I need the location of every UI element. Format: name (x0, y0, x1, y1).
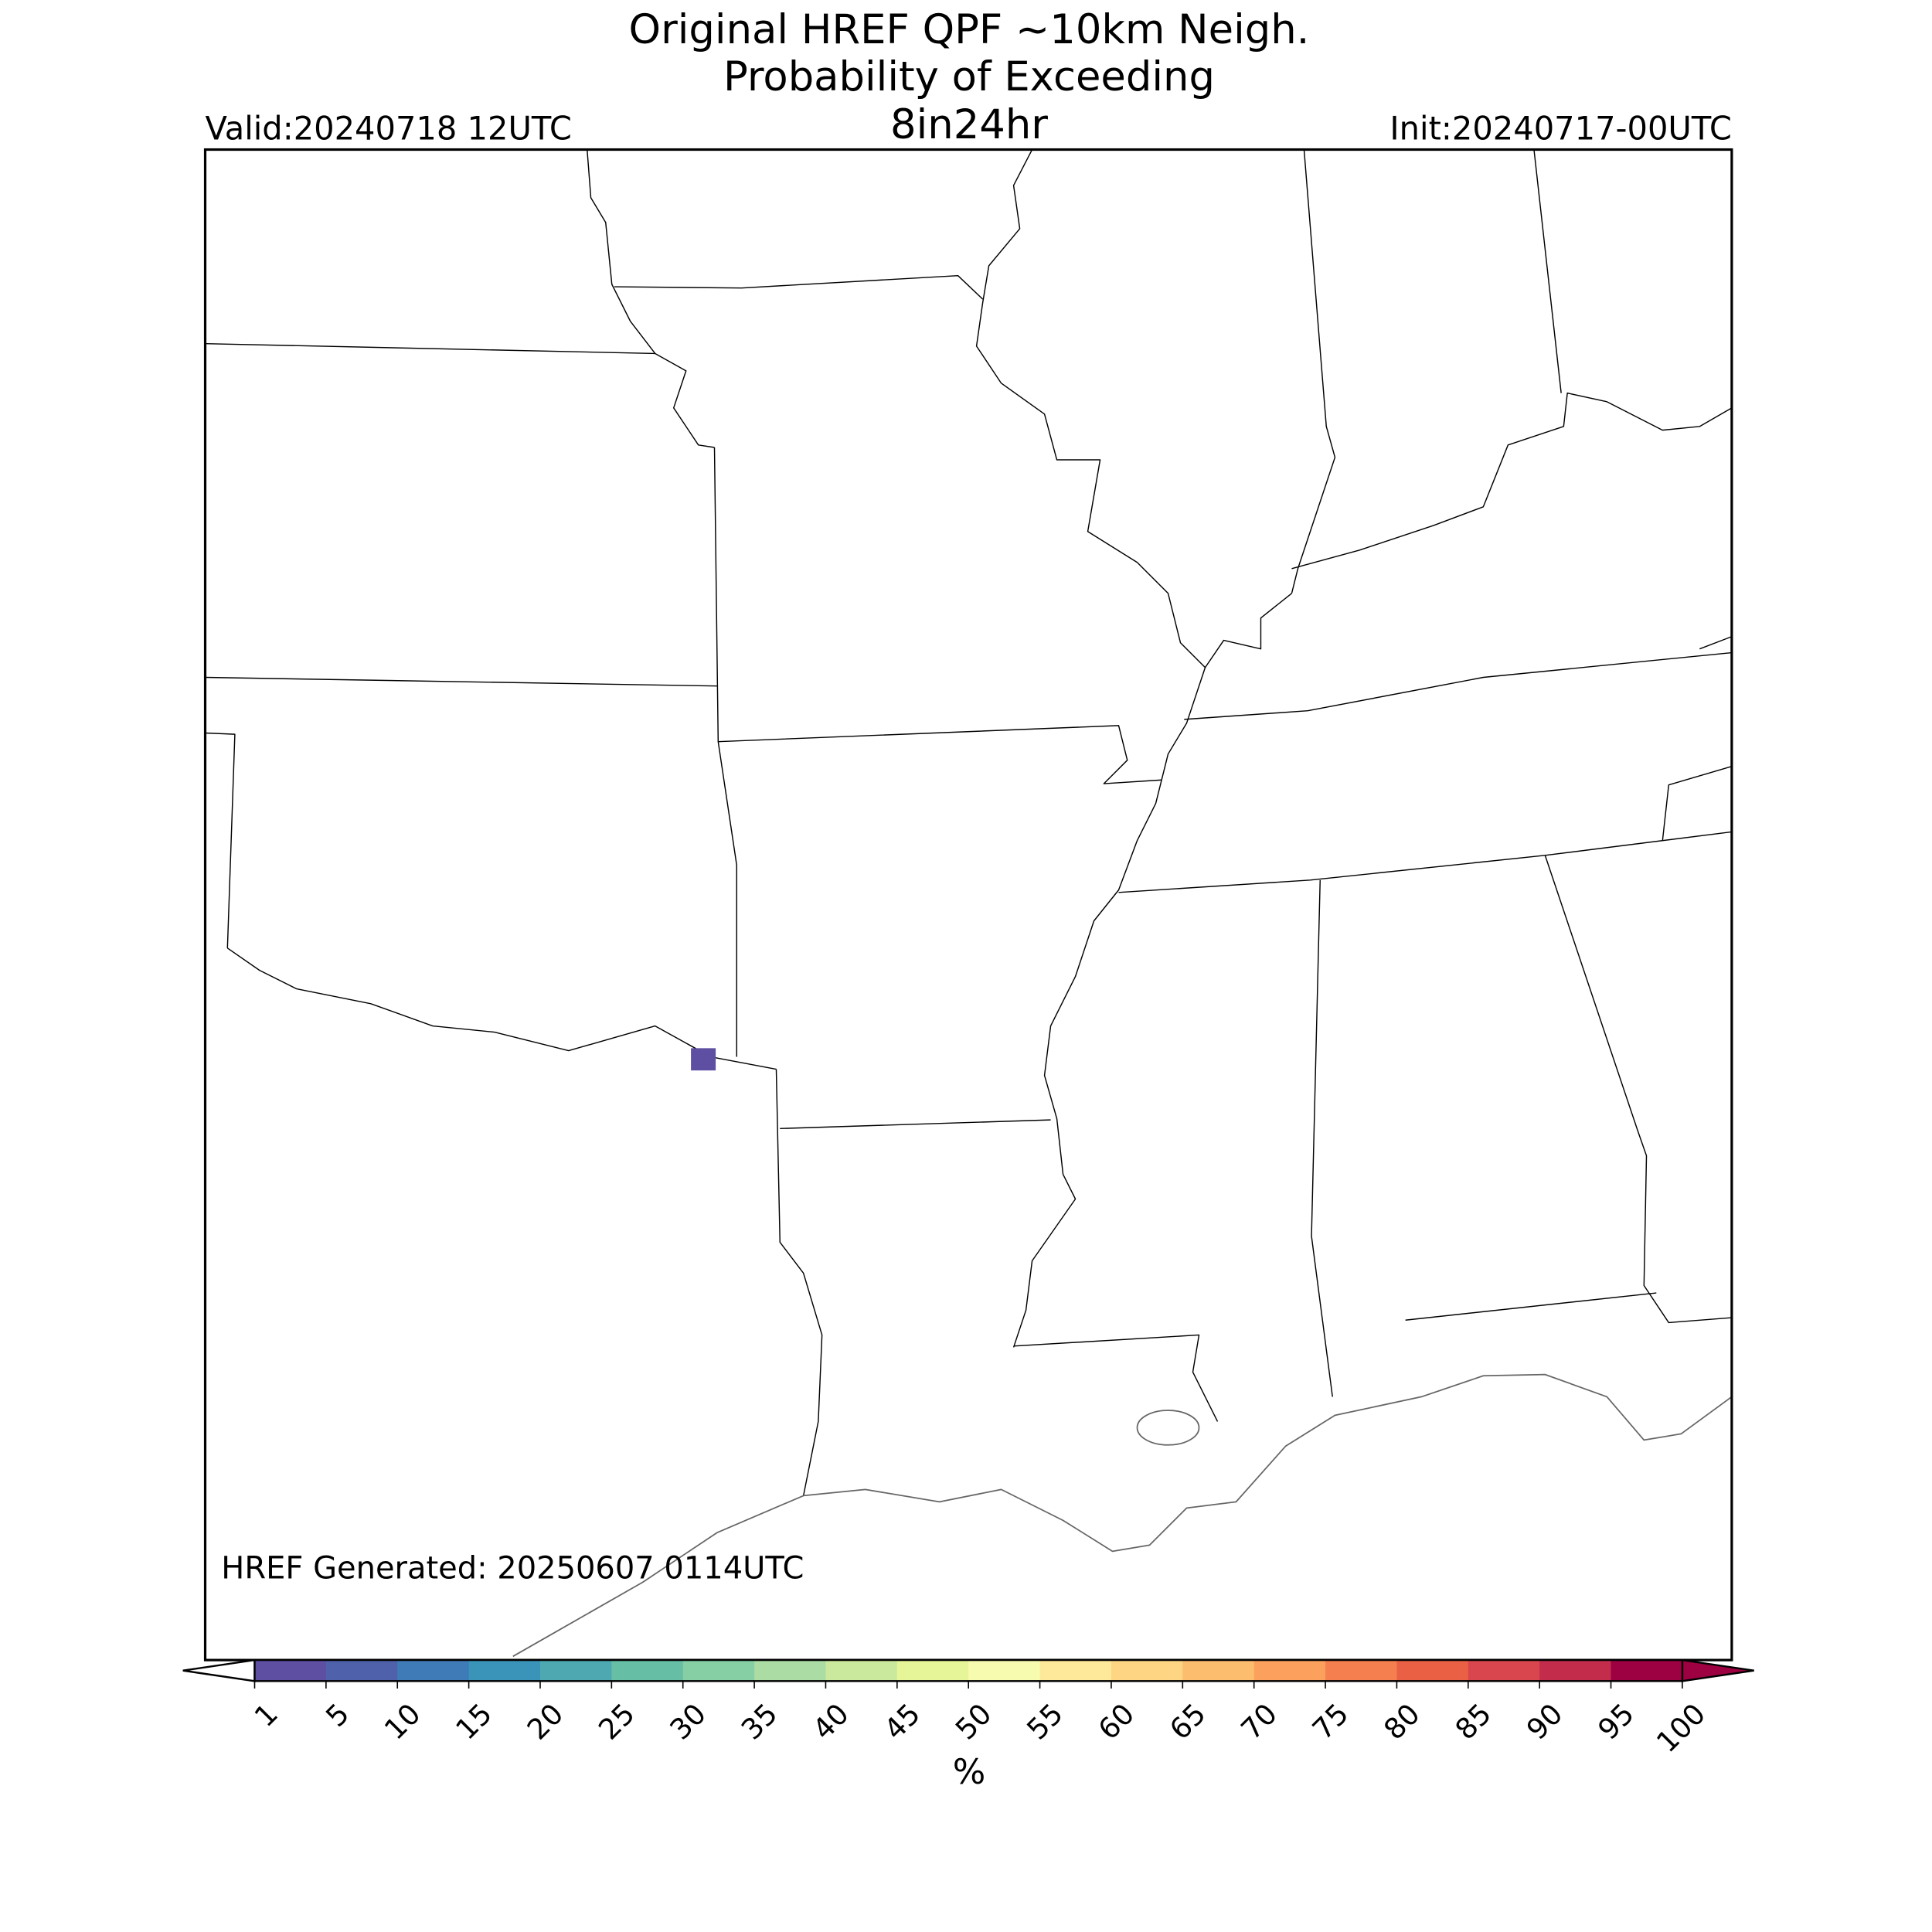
colorbar-tick-label: 1 (248, 1697, 284, 1733)
generated-note: HREF Generated: 20250607 0114UTC (221, 1551, 804, 1587)
colorbar-tick-label: 55 (1020, 1697, 1069, 1746)
valid-time: Valid:20240718 12UTC (206, 110, 572, 148)
colorbar-segment (1396, 1660, 1469, 1682)
title-line: 8in24hr (890, 101, 1048, 148)
colorbar-segment (397, 1660, 470, 1682)
colorbar-segment (1111, 1660, 1184, 1682)
colorbar-segment (1182, 1660, 1255, 1682)
colorbar-tick-label: 5 (319, 1697, 355, 1733)
init-time: Init:20240717-00UTC (1389, 110, 1731, 148)
state-borders (205, 149, 1733, 1496)
colorbar-segment (325, 1660, 399, 1682)
colorbar-segment (539, 1660, 613, 1682)
colorbar-segment (254, 1660, 327, 1682)
colorbar-over (1681, 1658, 1754, 1682)
colorbar-tick-label: 25 (592, 1697, 641, 1746)
colorbar-segment (754, 1660, 827, 1682)
colorbar-segment (1253, 1660, 1326, 1682)
title-line: Original HREF QPF ~10km Neigh. (629, 6, 1310, 53)
colorbar-segment (1468, 1660, 1540, 1682)
colorbar-under (182, 1658, 256, 1682)
colorbar-tick-label: 45 (878, 1697, 927, 1746)
colorbar-label: % (953, 1751, 986, 1792)
colorbar-segment (1611, 1660, 1683, 1682)
colorbar-tick-label: 35 (735, 1697, 784, 1746)
colorbar-tick-label: 65 (1163, 1697, 1212, 1746)
colorbar-tick-label: 50 (949, 1697, 998, 1746)
colorbar-tick-label: 90 (1520, 1697, 1569, 1746)
colorbar-tick-label: 10 (378, 1697, 427, 1746)
colorbar-tick-label: 70 (1235, 1697, 1284, 1746)
colorbar-tick-label: 15 (450, 1697, 498, 1746)
colorbar-tick-label: 30 (664, 1697, 713, 1746)
colorbar-tick-label: 75 (1306, 1697, 1355, 1746)
colorbar-tick-label: 100 (1650, 1697, 1712, 1759)
colorbar-tick-label: 60 (1092, 1697, 1141, 1746)
colorbar-segment (896, 1660, 969, 1682)
colorbar-tick-label: 20 (521, 1697, 570, 1746)
title-line: Probability of Exceeding (723, 53, 1215, 100)
colorbar-segment (682, 1660, 755, 1682)
colorbar-segment (968, 1660, 1041, 1682)
colorbar-tick-label: 80 (1377, 1697, 1426, 1746)
map-frame (203, 148, 1733, 1662)
colorbar-segment (468, 1660, 541, 1682)
colorbar: 1 5 10 15 20 25 30 35 40 45 50 55 60 65 70 75 80 85 90 95 10… (182, 1658, 1754, 1759)
colorbar-segment (825, 1660, 898, 1682)
colorbar-tick-label: 95 (1591, 1697, 1640, 1746)
probability-area (691, 1048, 716, 1071)
colorbar-segment (611, 1660, 684, 1682)
colorbar-segment (1039, 1660, 1112, 1682)
colorbar-segment (1539, 1660, 1612, 1682)
colorbar-segment (1325, 1660, 1398, 1682)
colorbar-tick-label: 85 (1449, 1697, 1498, 1746)
colorbar-tick-label: 40 (806, 1697, 855, 1746)
coastline (512, 1373, 1733, 1658)
